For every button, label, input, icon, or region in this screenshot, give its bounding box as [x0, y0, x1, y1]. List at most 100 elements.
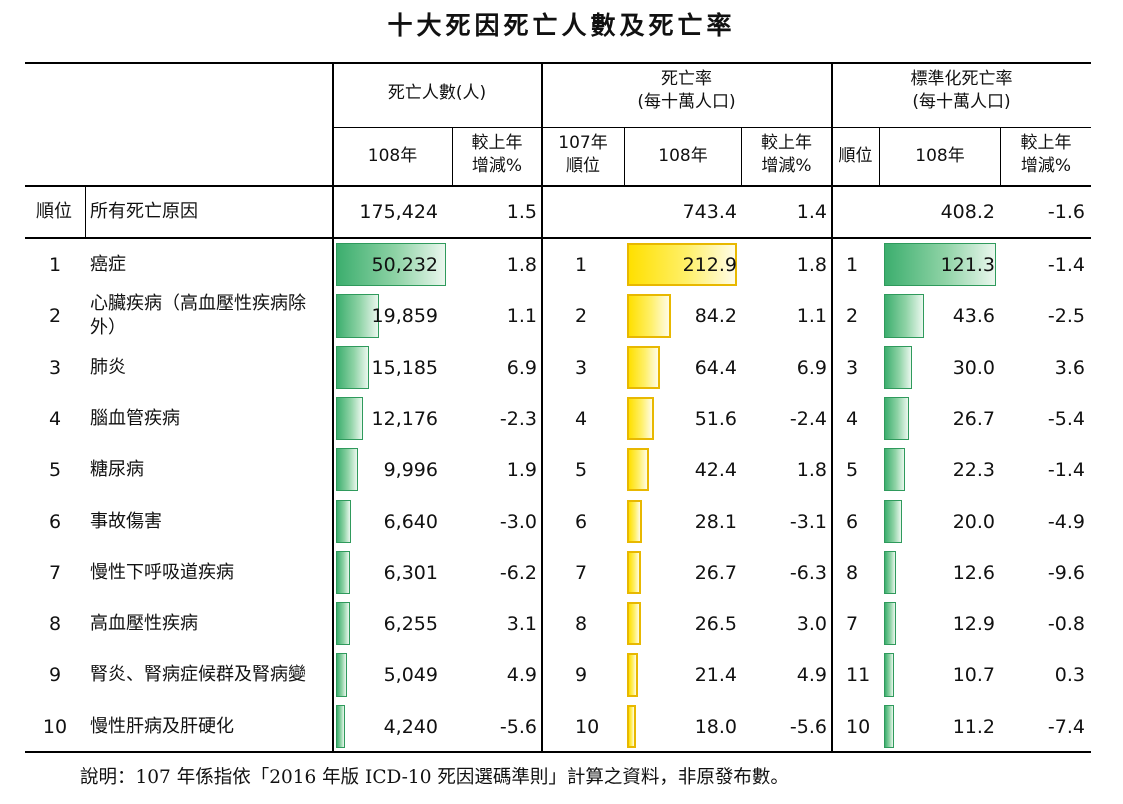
row-rate: 42.4: [694, 459, 737, 482]
row-rank: 4: [48, 407, 62, 430]
row-std-rank: 3: [846, 356, 859, 379]
row-std-rate: 11.2: [952, 715, 995, 738]
header-std-line2: (每十萬人口): [912, 92, 1011, 112]
deaths-bar: [336, 602, 350, 646]
row-deaths: 4,240: [383, 715, 438, 738]
header-deaths-108: 108年: [367, 146, 418, 166]
std-rate-bar: [884, 550, 896, 595]
row-std-rank: 7: [846, 613, 859, 636]
deaths-bar: [336, 448, 358, 492]
row-deaths-change: 6.9: [506, 356, 537, 379]
row-std-change: -1.4: [1047, 254, 1085, 276]
row-deaths-change: -3.0: [499, 510, 537, 533]
deaths-bar: [336, 345, 370, 389]
header-std-108: 108年: [915, 146, 965, 166]
row-rate-change: 1.8: [796, 459, 827, 482]
row-std-rate: 30.0: [952, 356, 995, 379]
row-deaths: 5,049: [383, 664, 438, 687]
row-rate-change: -2.4: [789, 407, 827, 430]
row-std-change: 3.6: [1054, 356, 1085, 379]
row-rate: 64.4: [694, 356, 737, 379]
row-rate: 84.2: [694, 305, 737, 328]
row-std-change: -5.4: [1047, 407, 1085, 430]
chart-title: 十大死因死亡人數及死亡率: [387, 11, 736, 40]
row-rank107: 6: [575, 510, 588, 533]
deaths-bar: [336, 704, 346, 748]
rate-bar: [627, 499, 642, 543]
row-rank107: 3: [575, 356, 588, 379]
header-change-line1: 較上年: [471, 133, 523, 153]
row-deaths-change: 1.1: [506, 305, 537, 328]
row-cause: 慢性肝病及肝硬化: [90, 715, 234, 737]
row-cause: 心臟疾病（高血壓性疾病除外）: [90, 293, 306, 339]
row-deaths-change: 3.1: [506, 613, 537, 636]
row-std-rank: 5: [846, 459, 859, 482]
rate-bar: [627, 704, 637, 748]
header-rate-line1: 死亡率: [661, 69, 712, 89]
row-deaths: 9,996: [383, 459, 438, 482]
row-rate-change: 3.0: [796, 613, 827, 636]
header-std-rank: 順位: [838, 146, 873, 166]
row-rate: 18.0: [694, 715, 737, 738]
header-change-line2: 增減%: [1020, 156, 1072, 176]
total-rate-change: 1.4: [796, 201, 827, 223]
row-deaths: 6,301: [383, 561, 438, 584]
header-rank107-line2: 順位: [566, 156, 600, 176]
row-rank: 10: [42, 715, 68, 738]
header-std-change: 較上年 增減%: [1001, 132, 1091, 178]
row-std-change: -1.4: [1047, 459, 1085, 482]
row-cause: 腎炎、腎病症候群及腎病變: [90, 664, 306, 686]
header-change-line2: 增減%: [471, 156, 523, 176]
header-change-line1: 較上年: [761, 133, 812, 153]
row-std-rank: 10: [846, 715, 871, 738]
row-std-change: -9.6: [1047, 561, 1085, 584]
row-rank107: 1: [575, 254, 588, 276]
rate-bar: [627, 396, 654, 441]
col-divider: [624, 127, 625, 186]
row-rank: 6: [48, 510, 62, 533]
row-rate: 212.9: [682, 254, 737, 276]
row-cause: 高血壓性疾病: [90, 613, 198, 635]
header-rate-line2: (每十萬人口): [637, 92, 736, 112]
deaths-bar: [336, 550, 350, 595]
row-rank: 7: [48, 561, 62, 584]
row-rate-change: 1.1: [796, 305, 827, 328]
row-deaths-change: -2.3: [499, 407, 537, 430]
std-rate-bar: [884, 294, 925, 338]
row-rate: 21.4: [694, 664, 737, 687]
row-std-change: -4.9: [1047, 510, 1085, 533]
row-rank107: 4: [575, 407, 588, 430]
rate-bar: [627, 294, 671, 338]
col-divider: [879, 127, 880, 186]
row-rank: 5: [48, 459, 62, 482]
row-rank107: 5: [575, 459, 588, 482]
row-cause: 糖尿病: [90, 459, 144, 481]
row-rank107: 7: [575, 561, 588, 584]
deaths-bar: [336, 294, 380, 338]
deaths-bar: [336, 243, 446, 287]
std-rate-bar: [884, 704, 895, 748]
row-deaths: 6,640: [383, 510, 438, 533]
row-rate: 26.7: [694, 561, 737, 584]
std-rate-bar: [884, 602, 896, 646]
row-std-rate: 12.6: [952, 561, 995, 584]
col-divider: [1000, 127, 1001, 186]
std-rate-bar: [884, 448, 905, 492]
row-rate-change: 4.9: [796, 664, 827, 687]
row-cause: 慢性下呼吸道疾病: [90, 561, 234, 583]
row-deaths-change: -5.6: [499, 715, 537, 738]
row-std-rank: 6: [846, 510, 859, 533]
row-std-rate: 26.7: [952, 407, 995, 430]
row-std-rate: 121.3: [940, 254, 995, 276]
row-std-change: -2.5: [1047, 305, 1085, 328]
row-rank107: 10: [575, 715, 600, 738]
row-rate-change: 6.9: [796, 356, 827, 379]
footnote: 說明：107 年係指依「2016 年版 ICD-10 死因選碼準則」計算之資料，…: [80, 767, 789, 788]
row-std-rank: 4: [846, 407, 859, 430]
row-deaths: 6,255: [383, 613, 438, 636]
rate-bar: [627, 345, 661, 389]
deaths-bar: [336, 396, 363, 441]
header-rank107: 107年 順位: [542, 132, 624, 178]
header-change-line1: 較上年: [1020, 133, 1072, 153]
total-deaths-change: 1.5: [506, 201, 537, 223]
